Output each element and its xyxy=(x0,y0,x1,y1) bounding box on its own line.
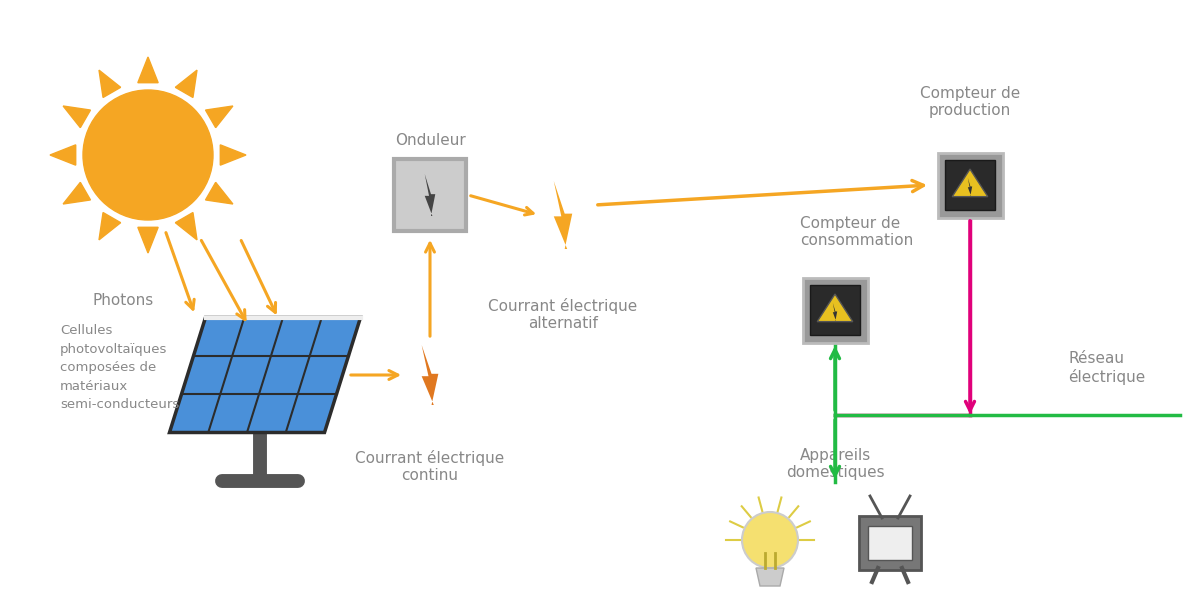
Polygon shape xyxy=(205,106,233,127)
Text: Cellules
photovoltaïques
composées de
matériaux
semi-conducteurs: Cellules photovoltaïques composées de ma… xyxy=(60,325,179,412)
Polygon shape xyxy=(138,57,158,83)
Polygon shape xyxy=(817,294,853,322)
Polygon shape xyxy=(425,174,436,216)
Circle shape xyxy=(742,512,798,568)
Text: Photons: Photons xyxy=(92,293,154,308)
Polygon shape xyxy=(205,182,233,204)
Polygon shape xyxy=(967,178,972,196)
FancyBboxPatch shape xyxy=(810,285,859,335)
Polygon shape xyxy=(50,145,76,165)
Circle shape xyxy=(83,90,214,220)
FancyBboxPatch shape xyxy=(859,516,922,570)
Polygon shape xyxy=(833,303,838,321)
Text: Onduleur: Onduleur xyxy=(395,133,466,148)
Polygon shape xyxy=(756,568,784,586)
Text: Compteur de
production: Compteur de production xyxy=(920,85,1020,118)
Text: Compteur de
consommation: Compteur de consommation xyxy=(800,216,913,248)
FancyBboxPatch shape xyxy=(946,160,995,210)
Polygon shape xyxy=(64,106,90,127)
Polygon shape xyxy=(175,70,197,97)
FancyBboxPatch shape xyxy=(937,153,1002,218)
Polygon shape xyxy=(138,227,158,253)
Polygon shape xyxy=(175,213,197,240)
Polygon shape xyxy=(221,145,246,165)
Polygon shape xyxy=(169,317,360,433)
FancyBboxPatch shape xyxy=(868,526,912,560)
Text: Courrant électrique
continu: Courrant électrique continu xyxy=(355,450,505,483)
Text: Réseau
électrique: Réseau électrique xyxy=(1068,352,1145,385)
FancyBboxPatch shape xyxy=(803,278,868,343)
Text: Courrant électrique
alternatif: Courrant électrique alternatif xyxy=(488,298,637,331)
Polygon shape xyxy=(953,169,988,197)
Text: Appareils
domestiques: Appareils domestiques xyxy=(786,448,884,480)
Polygon shape xyxy=(553,181,572,249)
FancyBboxPatch shape xyxy=(394,159,466,231)
Polygon shape xyxy=(98,70,121,97)
Polygon shape xyxy=(64,182,90,204)
Polygon shape xyxy=(421,345,438,405)
Polygon shape xyxy=(100,213,121,240)
